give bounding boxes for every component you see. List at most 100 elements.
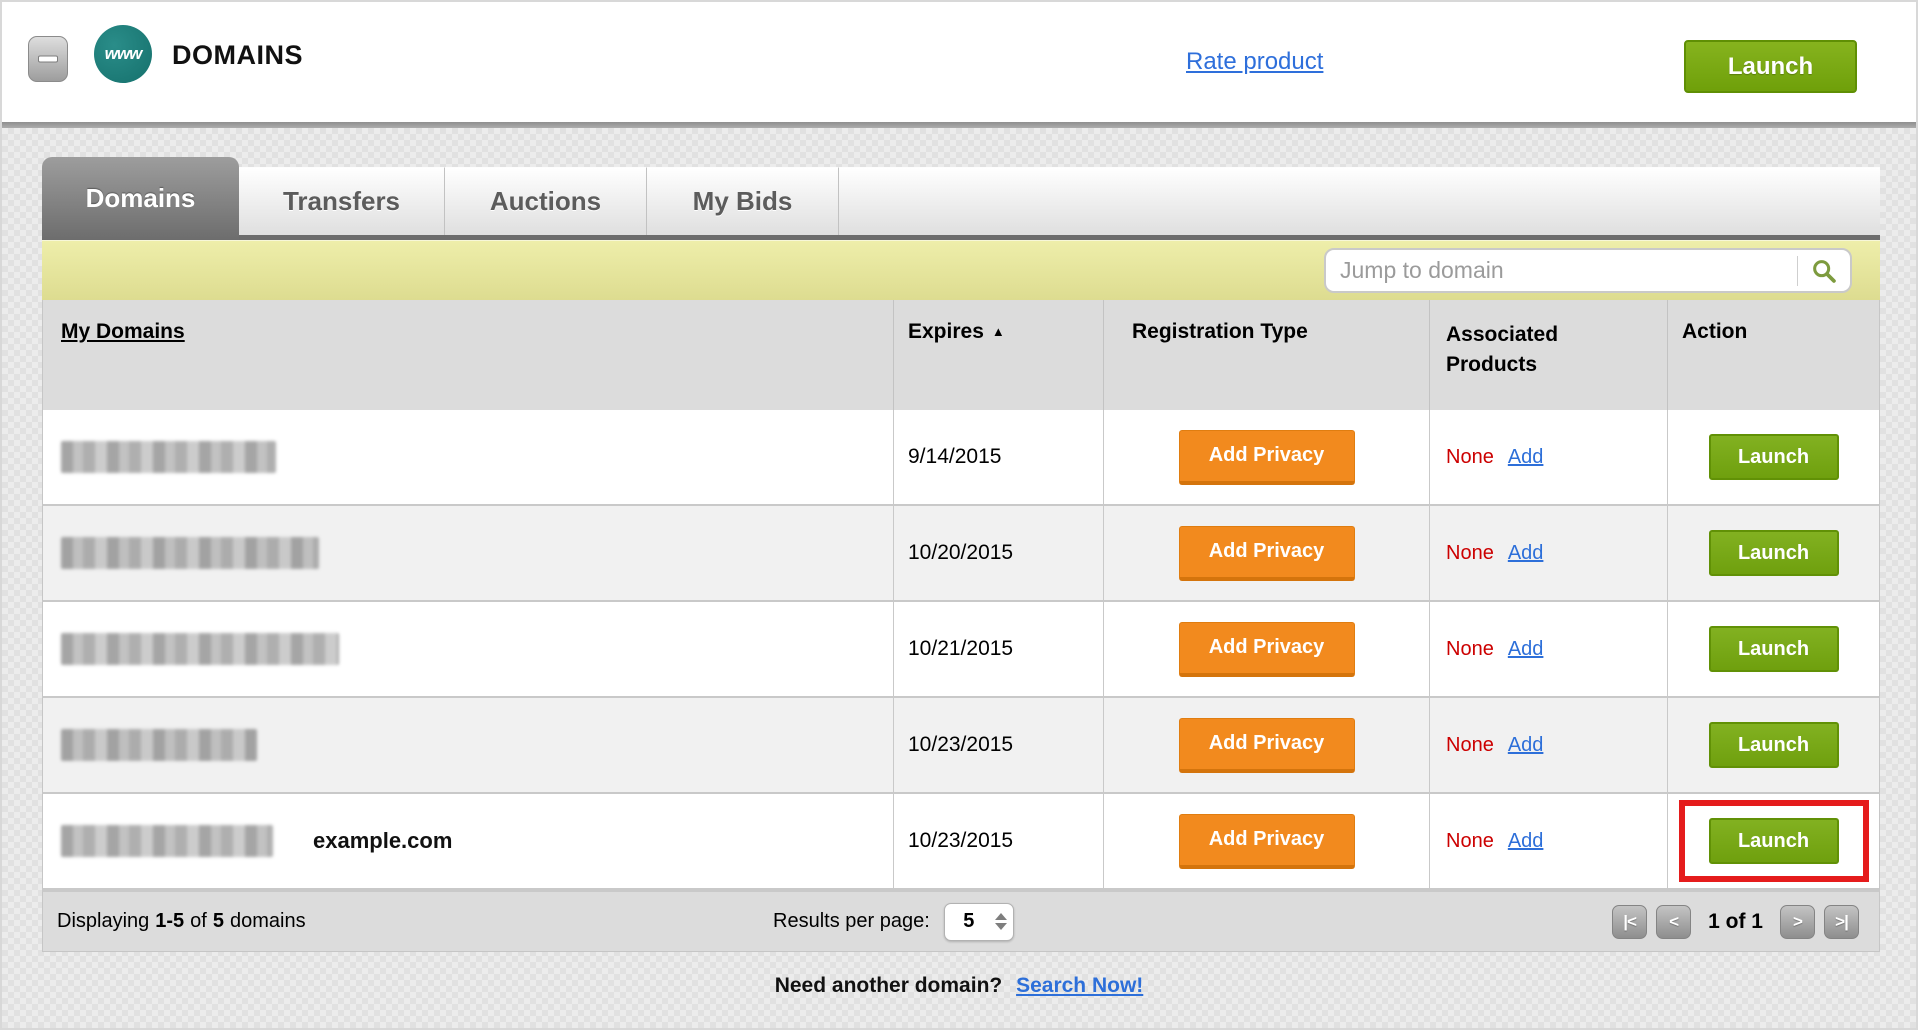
results-per-page-value: 5 <box>963 910 975 932</box>
header-launch-button[interactable]: Launch <box>1684 40 1857 93</box>
displaying-status: Displaying 1-5 of 5 domains <box>57 910 306 932</box>
results-per-page: Results per page: 5 <box>773 892 1014 951</box>
expires-cell: 10/20/2015 <box>893 506 1103 600</box>
search-divider <box>1797 255 1798 286</box>
minus-icon <box>38 55 58 63</box>
page-title: DOMAINS <box>172 40 303 70</box>
domain-cell <box>43 410 893 504</box>
expires-cell: 10/23/2015 <box>893 794 1103 888</box>
main-content: Domains Transfers Auctions My Bids <box>2 128 1916 1028</box>
add-privacy-button[interactable]: Add Privacy <box>1178 621 1355 677</box>
row-launch-button[interactable]: Launch <box>1708 530 1839 576</box>
associated-cell: None Add <box>1429 506 1667 600</box>
add-privacy-button[interactable]: Add Privacy <box>1178 813 1355 869</box>
stepper-icon <box>993 913 1013 930</box>
tab-my-bids[interactable]: My Bids <box>647 167 839 235</box>
associated-cell: None Add <box>1429 410 1667 504</box>
table-row: 9/14/2015 Add Privacy None Add Launch <box>42 410 1880 506</box>
tab-auctions[interactable]: Auctions <box>445 167 647 235</box>
table-header: My Domains Expires ▲ Registration Type As… <box>42 300 1880 410</box>
associated-add-link[interactable]: Add <box>1507 733 1544 756</box>
domain-toolbar <box>42 240 1880 300</box>
search-input[interactable] <box>1326 250 1797 291</box>
associated-status: None <box>1446 637 1494 660</box>
expires-cell: 9/14/2015 <box>893 410 1103 504</box>
first-page-button[interactable]: |< <box>1612 904 1648 939</box>
stepper-up-icon <box>994 913 1007 920</box>
domain-annotation: example.com <box>313 828 453 853</box>
www-globe-icon: www <box>94 25 152 83</box>
registration-cell: Add Privacy <box>1103 698 1429 792</box>
table-row: 10/20/2015 Add Privacy None Add Launch <box>42 506 1880 602</box>
column-registration-type: Registration Type <box>1103 300 1429 410</box>
domain-cell <box>43 506 893 600</box>
associated-cell: None Add <box>1429 794 1667 888</box>
app-header: www DOMAINS Rate product Launch <box>2 2 1916 122</box>
redacted-domain-name <box>61 537 319 569</box>
column-action: Action <box>1667 300 1879 410</box>
domain-cell <box>43 602 893 696</box>
search-icon[interactable] <box>1798 257 1850 285</box>
row-launch-button-highlighted[interactable]: Launch <box>1708 818 1839 864</box>
associated-status: None <box>1446 445 1494 468</box>
associated-add-link[interactable]: Add <box>1507 829 1544 852</box>
associated-add-link[interactable]: Add <box>1507 445 1544 468</box>
add-privacy-button[interactable]: Add Privacy <box>1178 525 1355 581</box>
action-cell: Launch <box>1667 602 1879 696</box>
pagination: |< < 1 of 1 > >| <box>1612 892 1859 951</box>
rate-product-link[interactable]: Rate product <box>1186 48 1324 75</box>
need-domain-text: Need another domain? <box>774 974 1003 997</box>
sort-asc-icon: ▲ <box>991 324 1005 339</box>
associated-cell: None Add <box>1429 602 1667 696</box>
associated-add-link[interactable]: Add <box>1507 637 1544 660</box>
red-highlight-box: Launch <box>1678 800 1869 882</box>
collapse-button[interactable] <box>28 36 68 82</box>
table-row: 10/21/2015 Add Privacy None Add Launch <box>42 602 1880 698</box>
column-associated-products: Associated Products <box>1429 300 1667 410</box>
associated-status: None <box>1446 829 1494 852</box>
associated-status: None <box>1446 541 1494 564</box>
redacted-domain-name <box>61 441 276 473</box>
tab-strip-filler <box>839 167 1880 235</box>
associated-status: None <box>1446 733 1494 756</box>
results-per-page-select[interactable]: 5 <box>943 902 1014 941</box>
registration-cell: Add Privacy <box>1103 506 1429 600</box>
table-row: 10/23/2015 Add Privacy None Add Launch <box>42 698 1880 794</box>
column-my-domains[interactable]: My Domains <box>61 320 185 343</box>
registration-cell: Add Privacy <box>1103 410 1429 504</box>
associated-cell: None Add <box>1429 698 1667 792</box>
tab-bar: Domains Transfers Auctions My Bids <box>42 157 1880 240</box>
tab-baseline <box>42 235 1880 240</box>
action-cell: Launch <box>1667 506 1879 600</box>
search-now-link[interactable]: Search Now! <box>1016 974 1144 997</box>
column-expires[interactable]: Expires ▲ <box>893 300 1103 410</box>
tab-domains[interactable]: Domains <box>42 157 239 240</box>
www-logo-text: www <box>104 44 143 63</box>
results-per-page-label: Results per page: <box>773 910 930 932</box>
expires-cell: 10/21/2015 <box>893 602 1103 696</box>
next-page-button[interactable]: > <box>1780 904 1815 939</box>
header-divider <box>2 122 1916 128</box>
last-page-button[interactable]: >| <box>1824 904 1859 939</box>
associated-add-link[interactable]: Add <box>1507 541 1544 564</box>
domain-table-body: 9/14/2015 Add Privacy None Add Launch 10… <box>42 410 1880 890</box>
tab-transfers[interactable]: Transfers <box>239 167 445 235</box>
action-cell: Launch <box>1667 698 1879 792</box>
domain-cell: example.com <box>43 794 893 888</box>
domain-cell <box>43 698 893 792</box>
registration-cell: Add Privacy <box>1103 794 1429 888</box>
row-launch-button[interactable]: Launch <box>1708 722 1839 768</box>
row-launch-button[interactable]: Launch <box>1708 434 1839 480</box>
expires-cell: 10/23/2015 <box>893 698 1103 792</box>
redacted-domain-name <box>61 729 257 761</box>
add-privacy-button[interactable]: Add Privacy <box>1178 429 1355 485</box>
stepper-down-icon <box>994 923 1007 930</box>
row-launch-button[interactable]: Launch <box>1708 626 1839 672</box>
action-cell: Launch <box>1667 794 1879 888</box>
redacted-domain-name <box>61 633 339 665</box>
registration-cell: Add Privacy <box>1103 602 1429 696</box>
add-privacy-button[interactable]: Add Privacy <box>1178 717 1355 773</box>
prev-page-button[interactable]: < <box>1656 904 1692 939</box>
table-row-example: example.com 10/23/2015 Add Privacy None … <box>42 794 1880 890</box>
